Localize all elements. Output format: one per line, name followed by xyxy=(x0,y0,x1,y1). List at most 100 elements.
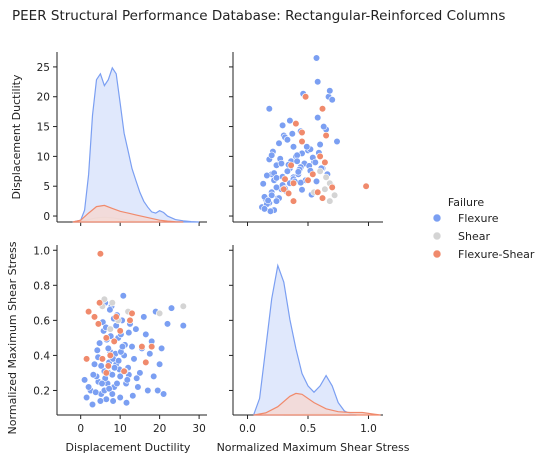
point-flexure-shear xyxy=(112,313,120,321)
point-flexure xyxy=(288,130,296,138)
point-flexure xyxy=(294,168,302,176)
panel-0-1 xyxy=(229,52,383,226)
point-flexure xyxy=(88,400,97,409)
point-flexure-shear xyxy=(110,337,118,346)
point-flexure xyxy=(102,395,110,403)
y-tick-label: 10 xyxy=(37,151,50,163)
point-flexure xyxy=(316,140,324,149)
y-tick-label: 0.6 xyxy=(33,315,50,327)
point-flexure xyxy=(82,393,91,402)
point-flexure-shear xyxy=(104,362,112,370)
legend-marker-flexure xyxy=(432,213,442,223)
point-flexure xyxy=(154,386,162,395)
point-flexure xyxy=(125,329,133,337)
point-flexure xyxy=(326,87,334,95)
point-flexure xyxy=(268,151,276,159)
point-flexure xyxy=(108,371,116,379)
point-flexure-shear xyxy=(316,152,324,160)
point-flexure-shear xyxy=(281,175,289,183)
point-flexure xyxy=(293,157,301,165)
point-flexure xyxy=(129,392,137,400)
point-flexure xyxy=(92,388,100,396)
point-flexure-shear xyxy=(138,343,146,351)
point-flexure-shear xyxy=(304,176,312,184)
point-flexure xyxy=(89,371,97,379)
point-flexure-shear xyxy=(318,105,327,113)
x-tick-label: 0.0 xyxy=(239,423,256,435)
point-flexure-shear xyxy=(362,182,370,190)
point-flexure xyxy=(123,376,131,384)
x-axis-label-ductility: Displacement Ductility xyxy=(66,441,191,454)
panel-0-0: 0 5 10 15 20 25 xyxy=(37,52,207,226)
point-flexure-shear xyxy=(298,128,306,137)
y-tick-label: 1.0 xyxy=(33,245,50,257)
legend-label-flexure-shear: Flexure-Shear xyxy=(458,248,535,261)
point-flexure xyxy=(289,143,298,151)
point-flexure xyxy=(297,179,305,187)
y-tick-label: 0.2 xyxy=(33,385,50,397)
point-flexure xyxy=(109,397,117,405)
point-shear xyxy=(316,167,324,175)
point-flexure xyxy=(272,174,281,182)
point-flexure xyxy=(97,362,105,370)
point-shear xyxy=(331,191,339,199)
point-flexure xyxy=(265,105,273,113)
point-flexure-shear xyxy=(98,355,106,363)
point-flexure xyxy=(303,143,311,151)
point-shear xyxy=(179,302,187,310)
point-flexure-shear xyxy=(116,327,124,335)
point-flexure xyxy=(144,386,152,395)
point-flexure-shear xyxy=(302,93,310,101)
point-flexure xyxy=(95,339,104,347)
point-flexure xyxy=(140,313,148,321)
point-flexure xyxy=(160,390,168,398)
point-flexure xyxy=(275,139,283,147)
point-flexure xyxy=(93,346,101,354)
y-tick-label: 0.8 xyxy=(33,280,50,292)
kde-flexure-shear xyxy=(72,204,184,223)
point-flexure xyxy=(320,122,328,131)
point-flexure xyxy=(272,183,281,191)
x-tick-label: 30 xyxy=(192,423,205,435)
point-flexure xyxy=(266,207,275,215)
point-flexure xyxy=(293,151,301,159)
chart-title: PEER Structural Performance Database: Re… xyxy=(12,8,505,24)
point-flexure-shear xyxy=(82,355,91,363)
x-tick-label: 0.5 xyxy=(300,423,317,435)
panels: 0 5 10 15 20 25 0.0 0.5 1.0 0.2 0.4 0.6 0.8 1.0 0 10 20 3… xyxy=(6,52,410,454)
point-flexure xyxy=(146,350,154,358)
point-flexure-shear xyxy=(126,316,134,325)
kde-flexure-shear xyxy=(253,392,381,416)
point-flexure xyxy=(90,360,99,368)
point-flexure xyxy=(167,304,176,312)
panel-1-1: 0.0 0.5 1.0 xyxy=(229,245,383,435)
y-axis-label-ductility: Displacement Ductility xyxy=(10,74,23,199)
point-shear xyxy=(326,197,334,205)
point-flexure xyxy=(116,372,124,381)
point-flexure-shear xyxy=(314,188,322,196)
point-flexure xyxy=(158,344,166,353)
point-flexure xyxy=(277,159,286,168)
y-tick-label: 5 xyxy=(43,181,50,193)
point-flexure-shear xyxy=(287,161,295,169)
point-flexure-shear xyxy=(148,343,156,351)
y-tick-label: 25 xyxy=(37,62,50,74)
point-flexure xyxy=(134,383,142,391)
point-flexure-shear xyxy=(280,185,288,193)
point-shear xyxy=(322,173,330,181)
point-flexure-shear xyxy=(289,197,298,205)
point-flexure-shear xyxy=(128,309,136,318)
point-flexure xyxy=(298,186,306,194)
point-flexure xyxy=(108,390,116,398)
x-tick-label: 1.0 xyxy=(360,423,377,435)
point-flexure-shear xyxy=(328,183,336,191)
point-flexure xyxy=(179,322,187,330)
legend: Failure Flexure Shear Flexure-Shear xyxy=(432,196,535,261)
point-flexure xyxy=(113,379,121,388)
y-tick-label: 20 xyxy=(37,92,50,104)
point-flexure-shear xyxy=(321,158,329,166)
point-flexure xyxy=(119,292,127,300)
legend-title: Failure xyxy=(448,196,484,209)
point-shear xyxy=(321,185,329,193)
point-flexure xyxy=(84,383,93,391)
